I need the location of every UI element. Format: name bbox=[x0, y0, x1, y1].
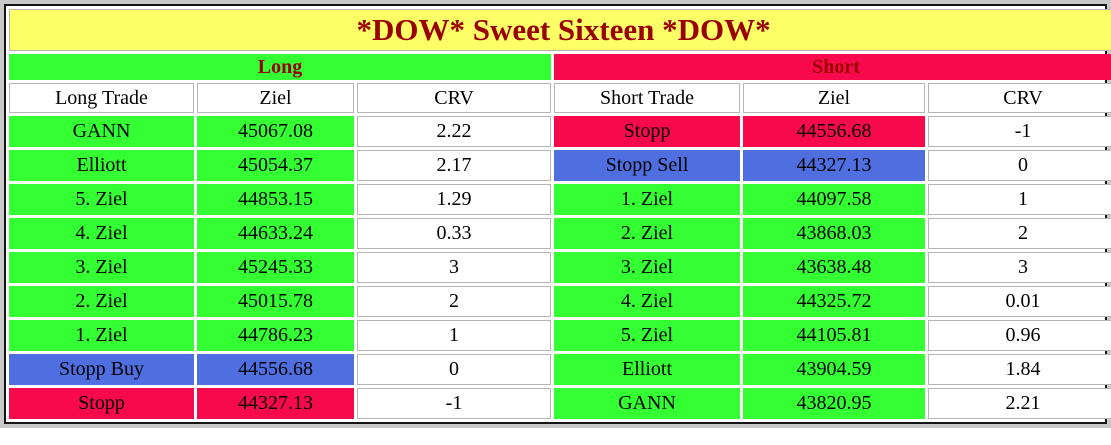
short-crv-column-header: CRV bbox=[928, 83, 1111, 113]
long-trade-cell: Stopp Buy bbox=[9, 354, 194, 385]
short-ziel-cell: 43868.03 bbox=[743, 218, 925, 249]
long-crv-cell: 2 bbox=[357, 286, 551, 317]
window-frame: *DOW* Sweet Sixteen *DOW* Long Short Lon… bbox=[0, 0, 1111, 428]
short-trade-cell: 1. Ziel bbox=[554, 184, 740, 215]
short-ziel-cell: 43820.95 bbox=[743, 388, 925, 419]
title-row: *DOW* Sweet Sixteen *DOW* bbox=[9, 9, 1111, 51]
long-ziel-cell: 44327.13 bbox=[197, 388, 354, 419]
long-trade-cell: 3. Ziel bbox=[9, 252, 194, 283]
short-trade-cell: Stopp Sell bbox=[554, 150, 740, 181]
long-trade-cell: GANN bbox=[9, 116, 194, 147]
long-ziel-column-header: Ziel bbox=[197, 83, 354, 113]
table-row: Stopp 44327.13 -1 GANN 43820.95 2.21 bbox=[9, 388, 1111, 419]
long-trade-cell: Elliott bbox=[9, 150, 194, 181]
short-crv-cell: 0.96 bbox=[928, 320, 1111, 351]
long-ziel-cell: 44786.23 bbox=[197, 320, 354, 351]
short-crv-cell: 2.21 bbox=[928, 388, 1111, 419]
table-row: Elliott 45054.37 2.17 Stopp Sell 44327.13 0 bbox=[9, 150, 1111, 181]
short-crv-cell: 0.01 bbox=[928, 286, 1111, 317]
short-trade-cell: 3. Ziel bbox=[554, 252, 740, 283]
long-crv-cell: 0 bbox=[357, 354, 551, 385]
short-trade-cell: Stopp bbox=[554, 116, 740, 147]
table-body: GANN 45067.08 2.22 Stopp 44556.68 -1 Elliott 45… bbox=[9, 116, 1111, 419]
table-row: 1. Ziel 44786.23 1 5. Ziel 44105.81 0.96 bbox=[9, 320, 1111, 351]
short-ziel-cell: 44327.13 bbox=[743, 150, 925, 181]
short-trade-cell: GANN bbox=[554, 388, 740, 419]
long-ziel-cell: 44633.24 bbox=[197, 218, 354, 249]
short-crv-cell: 1.84 bbox=[928, 354, 1111, 385]
table-row: 4. Ziel 44633.24 0.33 2. Ziel 43868.03 2 bbox=[9, 218, 1111, 249]
table-row: 2. Ziel 45015.78 2 4. Ziel 44325.72 0.01 bbox=[9, 286, 1111, 317]
long-trade-cell: 2. Ziel bbox=[9, 286, 194, 317]
short-crv-cell: -1 bbox=[928, 116, 1111, 147]
short-crv-cell: 2 bbox=[928, 218, 1111, 249]
long-ziel-cell: 45015.78 bbox=[197, 286, 354, 317]
table-row: 5. Ziel 44853.15 1.29 1. Ziel 44097.58 1 bbox=[9, 184, 1111, 215]
short-section-header: Short bbox=[554, 54, 1111, 80]
short-trade-cell: Elliott bbox=[554, 354, 740, 385]
short-ziel-cell: 43904.59 bbox=[743, 354, 925, 385]
short-trade-cell: 5. Ziel bbox=[554, 320, 740, 351]
short-ziel-cell: 44105.81 bbox=[743, 320, 925, 351]
long-trade-cell: Stopp bbox=[9, 388, 194, 419]
long-crv-cell: -1 bbox=[357, 388, 551, 419]
short-ziel-cell: 44325.72 bbox=[743, 286, 925, 317]
long-crv-column-header: CRV bbox=[357, 83, 551, 113]
short-crv-cell: 0 bbox=[928, 150, 1111, 181]
long-trade-cell: 1. Ziel bbox=[9, 320, 194, 351]
long-crv-cell: 0.33 bbox=[357, 218, 551, 249]
short-trade-cell: 2. Ziel bbox=[554, 218, 740, 249]
long-crv-cell: 3 bbox=[357, 252, 551, 283]
table-row: Stopp Buy 44556.68 0 Elliott 43904.59 1.84 bbox=[9, 354, 1111, 385]
section-header-row: Long Short bbox=[9, 54, 1111, 80]
table-row: 3. Ziel 45245.33 3 3. Ziel 43638.48 3 bbox=[9, 252, 1111, 283]
long-ziel-cell: 44853.15 bbox=[197, 184, 354, 215]
long-ziel-cell: 45067.08 bbox=[197, 116, 354, 147]
column-header-row: Long Trade Ziel CRV Short Trade Ziel CRV bbox=[9, 83, 1111, 113]
long-crv-cell: 1.29 bbox=[357, 184, 551, 215]
long-section-header: Long bbox=[9, 54, 551, 80]
short-trade-cell: 4. Ziel bbox=[554, 286, 740, 317]
short-ziel-cell: 43638.48 bbox=[743, 252, 925, 283]
short-crv-cell: 1 bbox=[928, 184, 1111, 215]
long-trade-cell: 4. Ziel bbox=[9, 218, 194, 249]
long-crv-cell: 1 bbox=[357, 320, 551, 351]
long-crv-cell: 2.17 bbox=[357, 150, 551, 181]
short-crv-cell: 3 bbox=[928, 252, 1111, 283]
short-ziel-cell: 44097.58 bbox=[743, 184, 925, 215]
short-ziel-cell: 44556.68 bbox=[743, 116, 925, 147]
long-crv-cell: 2.22 bbox=[357, 116, 551, 147]
short-trade-column-header: Short Trade bbox=[554, 83, 740, 113]
long-ziel-cell: 45245.33 bbox=[197, 252, 354, 283]
sweet-sixteen-table: *DOW* Sweet Sixteen *DOW* Long Short Lon… bbox=[6, 6, 1111, 422]
short-ziel-column-header: Ziel bbox=[743, 83, 925, 113]
long-trade-column-header: Long Trade bbox=[9, 83, 194, 113]
table-row: GANN 45067.08 2.22 Stopp 44556.68 -1 bbox=[9, 116, 1111, 147]
long-ziel-cell: 45054.37 bbox=[197, 150, 354, 181]
page-title: *DOW* Sweet Sixteen *DOW* bbox=[9, 9, 1111, 51]
long-trade-cell: 5. Ziel bbox=[9, 184, 194, 215]
long-ziel-cell: 44556.68 bbox=[197, 354, 354, 385]
table-border: *DOW* Sweet Sixteen *DOW* Long Short Lon… bbox=[4, 4, 1111, 424]
